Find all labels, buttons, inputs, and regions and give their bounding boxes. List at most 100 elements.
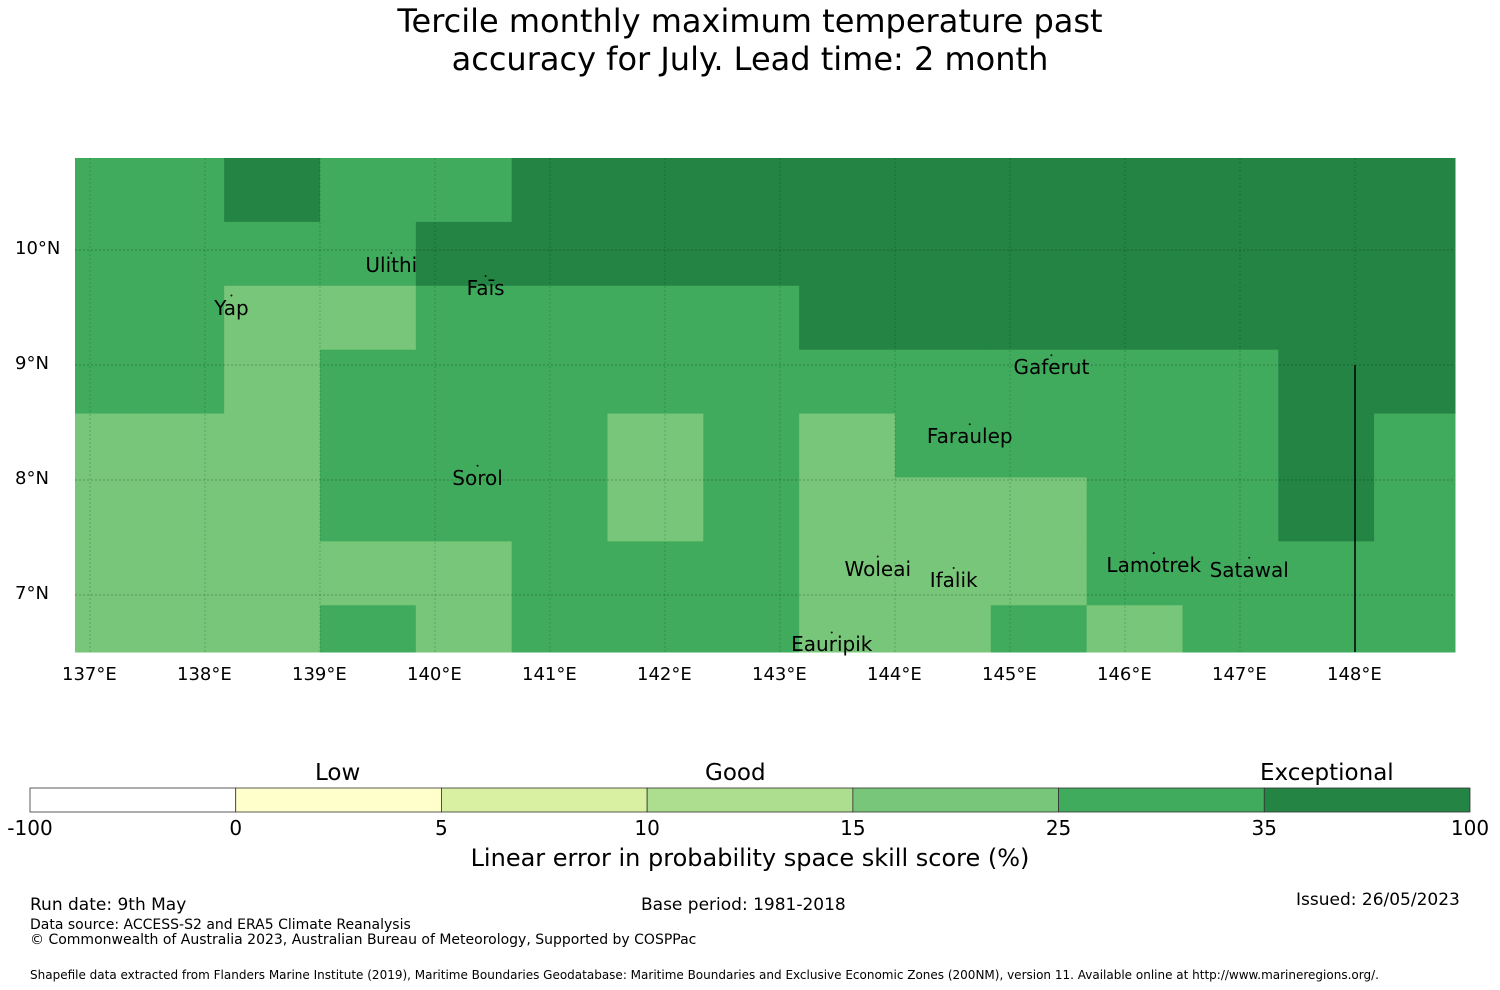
island-dot	[830, 631, 833, 634]
skill-cell	[415, 285, 513, 351]
colorbar-swatch	[1058, 787, 1265, 813]
skill-cell	[224, 221, 321, 287]
skill-cell	[511, 349, 608, 415]
island-label: Faīs	[466, 275, 505, 300]
skill-cell	[607, 285, 704, 351]
skill-cell	[894, 541, 992, 606]
skill-cell	[224, 541, 321, 606]
skill-cell	[319, 221, 417, 287]
skill-cell	[128, 221, 225, 287]
skill-cell	[1182, 285, 1279, 351]
skill-cell	[1278, 477, 1375, 542]
skill-cell	[1374, 158, 1456, 223]
skill-cell	[1182, 158, 1279, 223]
skill-cell	[1086, 605, 1183, 653]
skill-cell	[703, 158, 800, 223]
skill-cell	[319, 477, 417, 542]
skill-cell	[1086, 413, 1183, 478]
colorbar-tick-label: 35	[1251, 816, 1278, 840]
colorbar-tick-label: 0	[229, 816, 243, 840]
skill-cell	[75, 605, 129, 653]
skill-cell	[319, 541, 417, 606]
category-low: Low	[315, 760, 361, 786]
skill-cell	[1374, 413, 1456, 478]
longitude-tick-label: 142°E	[637, 664, 692, 685]
skill-cell	[415, 221, 513, 287]
skill-cell	[511, 605, 608, 653]
skill-cell	[75, 285, 129, 351]
skill-cell	[1374, 285, 1456, 351]
run-date: Run date: 9th May	[30, 895, 187, 915]
skill-cell	[511, 285, 608, 351]
skill-cell	[224, 605, 321, 653]
title-line-2: accuracy for July. Lead time: 2 month	[451, 40, 1049, 78]
island-dot	[1152, 552, 1155, 555]
island-label: Sorol	[452, 465, 503, 490]
skill-cell	[703, 349, 800, 415]
skill-cell	[703, 541, 800, 606]
graticule	[75, 158, 1455, 652]
colorbar-tick-label: 5	[435, 816, 448, 840]
skill-cell	[128, 605, 225, 653]
skill-cell	[799, 285, 896, 351]
island-markers	[230, 251, 1251, 634]
longitude-tick-label: 148°E	[1327, 664, 1382, 685]
skill-cell	[1182, 541, 1279, 606]
skill-cell	[1278, 285, 1375, 351]
skill-cell	[75, 413, 129, 478]
category-exceptional: Exceptional	[1260, 760, 1394, 786]
longitude-tick-label: 139°E	[292, 664, 347, 685]
skill-cell	[128, 541, 225, 606]
skill-cell	[799, 221, 896, 287]
skill-cell	[607, 477, 704, 542]
colorbar-tick-label: 25	[1045, 816, 1072, 840]
island-label: Eauripik	[791, 632, 873, 657]
skill-cell	[990, 605, 1088, 653]
skill-cell	[1086, 158, 1183, 223]
island-label: Lamotrek	[1106, 553, 1202, 578]
island-label: Ifalik	[929, 568, 978, 593]
skill-cell	[1374, 477, 1456, 542]
skill-cell	[1278, 541, 1375, 606]
skill-cell	[894, 605, 992, 653]
skill-cell	[990, 541, 1088, 606]
colorbar-tick-label: 100	[1450, 816, 1490, 840]
colorbar-tick-label: -100	[7, 816, 53, 840]
shapefile-credit: Shapefile data extracted from Flanders M…	[30, 968, 1379, 982]
skill-cell	[799, 605, 896, 653]
skill-cell	[607, 158, 704, 223]
skill-cell	[1182, 413, 1279, 478]
colorbar	[29, 787, 1471, 813]
skill-cell	[415, 541, 513, 606]
longitude-tick-label: 147°E	[1212, 664, 1267, 685]
skill-grid-cells	[75, 158, 1456, 653]
colorbar-tick-label: 15	[840, 816, 866, 840]
colorbar-label: Linear error in probability space skill …	[470, 844, 1030, 872]
skill-cell	[894, 349, 992, 415]
skill-cell	[799, 541, 896, 606]
skill-cell	[1182, 221, 1279, 287]
skill-cell	[1278, 605, 1375, 653]
skill-cell	[224, 477, 321, 542]
island-dot	[476, 464, 479, 467]
issued-date: Issued: 26/05/2023	[1296, 890, 1460, 910]
skill-cell	[224, 158, 321, 223]
longitude-tick-label: 137°E	[62, 664, 117, 685]
base-period: Base period: 1981-2018	[641, 895, 846, 915]
skill-cell	[894, 477, 992, 542]
skill-cell	[1374, 221, 1456, 287]
skill-cell	[415, 477, 513, 542]
skill-cell	[415, 158, 513, 223]
skill-cell	[990, 285, 1088, 351]
skill-cell	[319, 158, 417, 223]
skill-cell	[703, 477, 800, 542]
skill-cell	[894, 285, 992, 351]
skill-cell	[511, 541, 608, 606]
skill-cell	[128, 413, 225, 478]
colorbar-swatch	[1263, 787, 1471, 813]
skill-cell	[607, 221, 704, 287]
skill-cell	[990, 349, 1088, 415]
skill-cell	[799, 158, 896, 223]
skill-cell	[1278, 221, 1375, 287]
skill-cell	[511, 158, 608, 223]
